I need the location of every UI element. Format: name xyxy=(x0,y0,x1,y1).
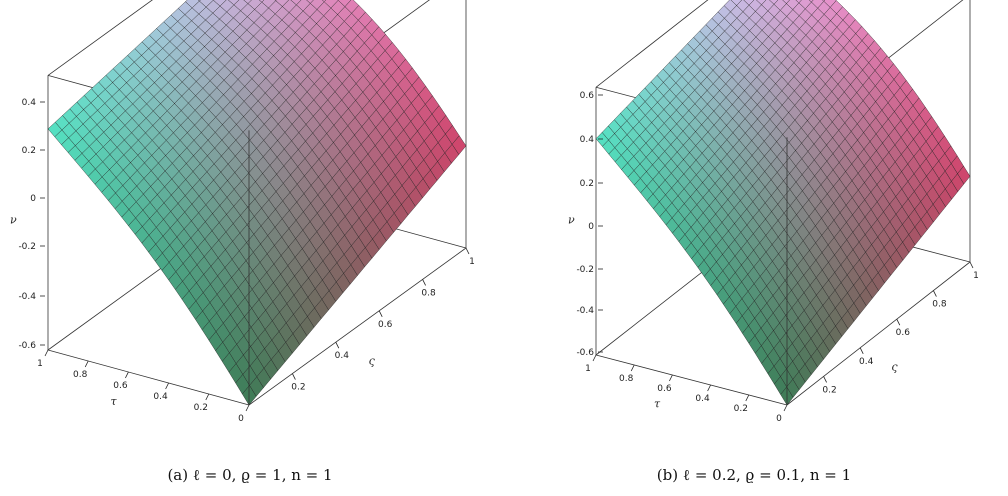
y-tick-label: 0.6 xyxy=(896,328,911,338)
x-tick-label: 1 xyxy=(37,359,43,369)
plot-panel-b: 0.6 0.4 0.2 0 -0.2 -0.4 -0.6 ν 0 0.2 0.4 0.6 0.8 1 τ 0.… xyxy=(504,0,1008,496)
x-tick xyxy=(707,384,711,392)
y-tick-label: 0.4 xyxy=(859,357,874,367)
y-tick xyxy=(292,373,296,380)
surface-b xyxy=(595,0,971,406)
y-tick-label: 0.2 xyxy=(291,383,305,393)
box-edge xyxy=(595,354,788,406)
x-tick xyxy=(745,394,750,402)
x-tick-label: 0.6 xyxy=(657,384,672,394)
box-edge xyxy=(248,247,467,406)
y-axis-b: 0.2 0.4 0.6 0.8 1 ς xyxy=(822,261,979,395)
box-edge xyxy=(47,349,250,406)
surface-patch xyxy=(795,0,802,4)
x-tick-label: 0.8 xyxy=(619,374,634,384)
box-edge xyxy=(595,0,709,88)
x-tick xyxy=(669,374,673,382)
x-tick xyxy=(125,371,129,379)
surface-plot-a: 0.40.20-0.2-0.4-0.6ν00.20.40.60.81τ0.20.… xyxy=(10,0,475,424)
box-edge xyxy=(786,261,971,406)
x-axis-label: τ xyxy=(654,398,661,411)
y-axis-a: 0.2 0.4 0.6 0.8 1 ς xyxy=(291,247,475,393)
x-tick-label: 0.2 xyxy=(194,403,208,413)
z-tick-label: 0.6 xyxy=(580,91,595,101)
y-tick-label: 0.8 xyxy=(421,288,436,298)
x-tick xyxy=(205,393,210,401)
z-axis-b: 0.6 0.4 0.2 0 -0.2 -0.4 -0.6 ν xyxy=(568,91,603,358)
x-tick xyxy=(592,354,597,362)
z-tick-label: 0.2 xyxy=(22,146,36,156)
z-tick-label: -0.4 xyxy=(576,306,594,316)
x-tick xyxy=(44,349,49,357)
y-tick-label: 0.8 xyxy=(932,300,947,310)
x-axis-b: 0 0.2 0.4 0.6 0.8 1 τ xyxy=(585,354,788,424)
x-tick xyxy=(84,360,89,368)
x-tick xyxy=(165,382,169,390)
surface-patch xyxy=(782,0,790,4)
z-tick-label: 0.4 xyxy=(22,98,37,108)
surface-plot-b: 0.6 0.4 0.2 0 -0.2 -0.4 -0.6 ν 0 0.2 0.4 0.6 0.8 1 τ 0.… xyxy=(568,0,979,424)
caption-b: (b) ℓ = 0.2, ϱ = 0.1, n = 1 xyxy=(656,466,852,484)
y-tick-label: 1 xyxy=(973,271,979,281)
y-tick xyxy=(335,342,340,349)
x-tick-label: 0.4 xyxy=(153,392,168,402)
z-tick-label: -0.6 xyxy=(18,341,36,351)
z-axis-a: 0.4 0.2 0 -0.2 -0.4 -0.6 ν xyxy=(10,98,45,351)
surface-patch xyxy=(243,0,252,4)
z-tick-label: 0 xyxy=(588,222,594,232)
z-tick-label: -0.2 xyxy=(576,265,594,275)
z-tick-label: 0.4 xyxy=(580,135,595,145)
z-tick-label: 0.2 xyxy=(580,179,594,189)
y-tick xyxy=(933,290,937,297)
x-tick-label: 0.8 xyxy=(73,370,88,380)
y-tick xyxy=(422,279,426,286)
x-tick-label: 0.6 xyxy=(113,381,128,391)
surface-patch xyxy=(258,0,265,3)
y-axis-label: ς xyxy=(369,354,376,367)
z-axis-label: ν xyxy=(10,214,17,227)
surface-patch xyxy=(321,0,327,3)
x-axis-label: τ xyxy=(110,395,117,408)
caption-a: (a) ℓ = 0, ϱ = 1, n = 1 xyxy=(167,466,333,484)
x-tick xyxy=(630,364,635,372)
x-tick-label: 0 xyxy=(776,414,782,424)
x-tick xyxy=(783,404,788,412)
z-axis-label: ν xyxy=(568,214,575,227)
box-edge xyxy=(47,0,153,76)
y-tick-label: 0.2 xyxy=(822,385,836,395)
z-tick-label: -0.6 xyxy=(576,348,594,358)
y-tick xyxy=(859,347,864,354)
y-tick-label: 1 xyxy=(469,257,475,267)
z-tick-label: -0.2 xyxy=(18,242,36,252)
y-tick-label: 0.4 xyxy=(335,351,350,361)
x-axis-a: 0 0.2 0.4 0.6 0.8 1 τ xyxy=(37,349,250,424)
y-tick xyxy=(378,310,383,317)
z-tick-label: 0 xyxy=(30,194,36,204)
z-tick-label: -0.4 xyxy=(18,292,36,302)
x-tick-label: 0 xyxy=(238,414,244,424)
surface-a xyxy=(47,0,467,406)
y-tick xyxy=(465,247,470,255)
x-tick-label: 0.2 xyxy=(734,404,748,414)
x-tick-label: 0.4 xyxy=(695,394,710,404)
plot-panel-a: 0.4 0.2 0 -0.2 -0.4 -0.6 ν 0 0.2 0.4 0.6 0.8 1 τ 0.2 0.… xyxy=(10,0,475,484)
surface-patch xyxy=(306,0,314,4)
y-tick-label: 0.6 xyxy=(378,320,393,330)
surface-patch xyxy=(808,0,814,3)
y-tick xyxy=(823,376,827,383)
y-tick xyxy=(969,261,974,269)
y-axis-label: ς xyxy=(891,361,898,374)
x-tick xyxy=(245,404,250,412)
x-tick-label: 1 xyxy=(585,364,591,374)
y-tick xyxy=(896,319,901,326)
